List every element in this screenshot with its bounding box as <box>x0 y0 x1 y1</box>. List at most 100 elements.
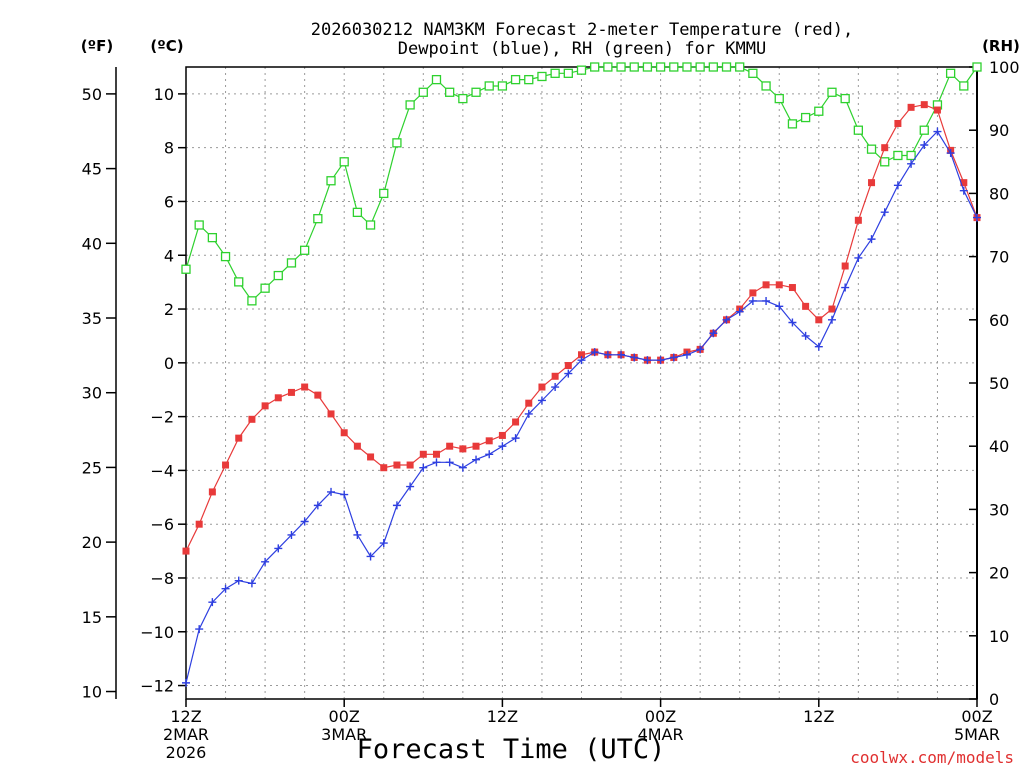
data-point-rh <box>735 62 745 72</box>
data-point-rh <box>919 125 929 135</box>
data-point-temperature <box>498 431 506 439</box>
data-point-dewpoint <box>445 458 454 467</box>
data-point-rh <box>497 81 508 91</box>
x-axis-label: Forecast Time (UTC) <box>357 734 666 765</box>
data-point-dewpoint <box>748 296 757 305</box>
data-point-dewpoint <box>907 159 916 168</box>
data-point-dewpoint <box>313 501 322 510</box>
data-point-temperature <box>432 450 440 458</box>
data-point-rh <box>194 220 204 230</box>
data-point-dewpoint <box>195 625 204 634</box>
data-point-dewpoint <box>827 315 836 324</box>
data-point-rh <box>484 81 494 91</box>
data-point-temperature <box>393 461 401 469</box>
data-point-dewpoint <box>814 342 823 351</box>
data-point-temperature <box>459 445 467 453</box>
data-point-rh <box>708 62 718 72</box>
data-point-dewpoint <box>392 501 401 510</box>
data-point-temperature <box>327 410 335 418</box>
x-tick-label: 12Z <box>803 707 834 726</box>
data-point-rh <box>392 138 402 148</box>
data-point-rh <box>326 176 336 186</box>
data-point-dewpoint <box>419 463 428 472</box>
chart-title: 2026030212 NAM3KM Forecast 2-meter Tempe… <box>311 20 853 59</box>
x-tick-label: 00Z <box>961 707 992 726</box>
data-point-temperature <box>287 388 295 396</box>
data-point-temperature <box>868 179 876 187</box>
data-point-rh <box>814 106 824 116</box>
data-point-dewpoint <box>656 356 665 365</box>
data-point-rh <box>590 62 600 72</box>
data-point-dewpoint <box>340 490 349 499</box>
data-point-temperature <box>894 119 902 127</box>
data-point-dewpoint <box>182 678 190 687</box>
rh-tick-label: 100 <box>989 58 1020 77</box>
fahrenheit-tick-label: 40 <box>82 234 102 253</box>
chart-title-line-1: 2026030212 NAM3KM Forecast 2-meter Tempe… <box>311 20 853 40</box>
data-point-dewpoint <box>722 315 731 324</box>
data-point-temperature <box>920 101 928 109</box>
x-tick-label: 2026 <box>166 743 207 762</box>
chart-title-line-2: Dewpoint (blue), RH (green) for KMMU <box>398 39 766 59</box>
rh-tick-label: 10 <box>989 627 1009 646</box>
data-point-rh <box>774 93 784 104</box>
data-point-dewpoint <box>221 584 230 593</box>
data-point-rh <box>629 62 639 72</box>
data-point-temperature <box>261 402 269 410</box>
data-point-dewpoint <box>959 186 968 195</box>
data-point-dewpoint <box>709 329 718 338</box>
data-point-dewpoint <box>300 517 309 526</box>
rh-tick-label: 70 <box>989 248 1009 267</box>
rh-tick-label: 30 <box>989 500 1009 519</box>
data-point-temperature <box>353 442 361 450</box>
data-point-dewpoint <box>669 353 678 362</box>
data-point-rh <box>761 81 771 91</box>
rh-tick-label: 40 <box>989 437 1009 456</box>
fahrenheit-unit-label: (ºF) <box>81 37 113 55</box>
data-point-dewpoint <box>498 442 507 451</box>
data-point-temperature <box>525 399 533 407</box>
data-point-rh <box>220 251 231 262</box>
data-point-temperature <box>815 316 823 324</box>
data-point-dewpoint <box>511 434 520 443</box>
data-point-temperature <box>274 394 282 402</box>
data-point-temperature <box>881 144 889 152</box>
celsius-tick-label: −6 <box>150 515 174 534</box>
data-point-dewpoint <box>485 450 494 459</box>
data-point-temperature <box>538 383 546 391</box>
rh-tick-label: 20 <box>989 564 1009 583</box>
data-point-temperature <box>446 442 454 450</box>
data-point-dewpoint <box>247 579 256 588</box>
data-point-dewpoint <box>537 396 546 405</box>
data-point-temperature <box>907 103 915 111</box>
series-dewpoint <box>182 127 981 687</box>
fahrenheit-tick-label: 35 <box>82 309 102 328</box>
data-point-dewpoint <box>801 331 810 340</box>
data-point-dewpoint <box>643 356 652 365</box>
data-point-rh <box>524 74 534 85</box>
data-point-temperature <box>222 461 230 469</box>
data-point-rh <box>787 119 798 129</box>
celsius-tick-label: −4 <box>150 461 174 480</box>
data-point-rh <box>550 68 560 78</box>
rh-tick-label: 60 <box>989 311 1009 330</box>
data-point-dewpoint <box>564 369 573 378</box>
data-point-temperature <box>512 418 520 426</box>
x-tick-label: 12Z <box>170 707 201 726</box>
data-point-rh <box>247 296 257 306</box>
data-point-temperature <box>551 372 559 380</box>
grid-lines <box>186 67 977 699</box>
data-point-rh <box>576 65 587 75</box>
x-tick-label: 2MAR <box>163 725 209 744</box>
data-point-rh <box>642 62 653 72</box>
data-point-dewpoint <box>379 539 388 548</box>
data-point-dewpoint <box>762 296 771 305</box>
celsius-tick-label: 0 <box>164 354 174 373</box>
x-tick-label: 3MAR <box>321 725 367 744</box>
data-point-dewpoint <box>590 348 599 357</box>
data-point-rh <box>431 74 442 85</box>
data-point-dewpoint <box>603 350 612 359</box>
celsius-tick-label: 8 <box>164 139 174 158</box>
data-point-dewpoint <box>696 345 705 354</box>
rh-tick-label: 50 <box>989 374 1009 393</box>
